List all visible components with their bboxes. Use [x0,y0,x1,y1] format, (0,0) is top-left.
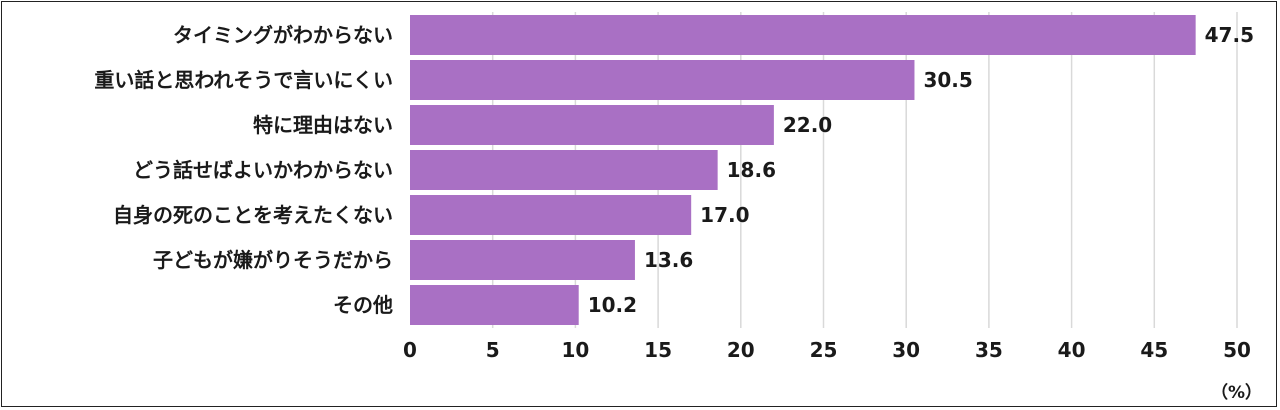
data-label: 30.5 [923,68,972,92]
x-tick-label: 45 [1140,338,1168,362]
data-label: 22.0 [783,113,832,137]
bar [410,15,1196,55]
x-tick-label: 40 [1058,338,1086,362]
x-tick-label: 10 [561,338,589,362]
x-tick-label: 35 [975,338,1003,362]
category-label: どう話せばよいかわからない [133,158,393,182]
bars [410,15,1196,325]
x-tick-label: 30 [892,338,920,362]
data-label: 18.6 [727,158,776,182]
bar [410,285,579,325]
bar [410,240,635,280]
data-label: 47.5 [1205,23,1254,47]
bar [410,195,692,235]
x-tick-label: 5 [486,338,500,362]
value-labels: 47.5 30.5 22.0 18.6 17.0 13.6 10.2 [588,23,1254,317]
category-label: 自身の死のことを考えたくない [113,203,393,227]
category-label: 重い話と思われそうで言いにくい [94,68,393,92]
bar [410,60,915,100]
category-label: 子どもが嫌がりそうだから [153,248,393,272]
x-tick-label: 0 [403,338,417,362]
x-tick-label: 20 [727,338,755,362]
data-label: 17.0 [700,203,749,227]
category-label: その他 [333,293,393,317]
x-axis-ticks: 0 5 10 15 20 25 30 35 40 45 50 [403,338,1251,362]
x-tick-label: 50 [1223,338,1251,362]
category-label: タイミングがわからない [173,23,393,47]
x-tick-label: 15 [644,338,672,362]
x-axis-unit-label: （%） [1211,382,1262,403]
bar [410,150,718,190]
bar [410,105,774,145]
data-label: 13.6 [644,248,693,272]
category-label: 特に理由はない [253,113,393,137]
x-tick-label: 25 [810,338,838,362]
category-labels: タイミングがわからない重い話と思われそうで言いにくい特に理由はないどう話せばよい… [94,23,393,317]
data-label: 10.2 [588,293,637,317]
